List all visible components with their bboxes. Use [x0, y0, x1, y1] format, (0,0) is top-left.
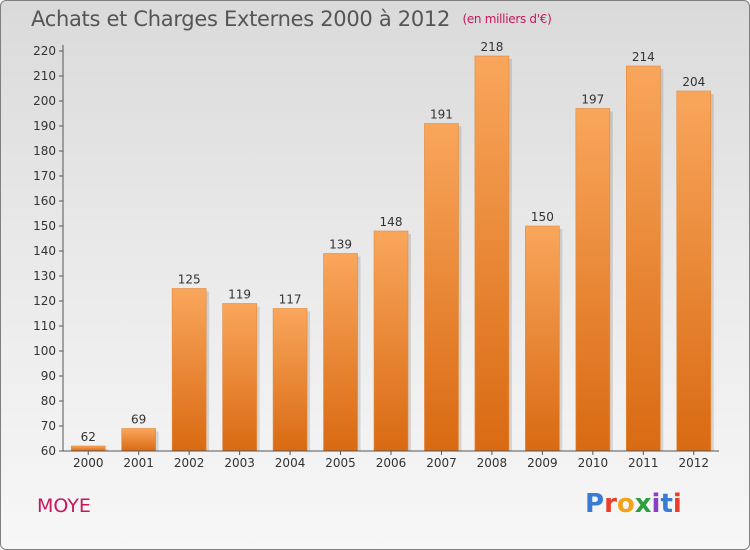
bar-2002 [171, 288, 207, 452]
town-name: MOYE [37, 495, 91, 517]
bar-value-label: 117 [279, 293, 302, 307]
y-tick-label: 170 [33, 169, 56, 183]
x-tick-label: 2000 [73, 456, 104, 470]
y-tick-label: 130 [33, 269, 56, 283]
y-tick-label: 200 [33, 94, 56, 108]
y-tick-label: 100 [33, 344, 56, 358]
y-tick-label: 150 [33, 219, 56, 233]
x-tick-label: 2004 [275, 456, 306, 470]
bar-2009 [525, 225, 560, 452]
y-tick-label: 180 [33, 144, 56, 158]
bar-value-label: 125 [178, 273, 201, 287]
bar-2007 [424, 123, 459, 452]
bar-value-label: 204 [682, 75, 705, 89]
x-tick-label: 2001 [123, 456, 154, 470]
proxiti-logo: Proxiti [585, 489, 682, 519]
bar-value-label: 119 [228, 288, 251, 302]
bar-2011 [626, 65, 661, 452]
bar-value-label: 62 [81, 430, 96, 444]
x-tick-label: 2008 [477, 456, 508, 470]
logo-letter: i [651, 489, 661, 519]
bar-value-label: 139 [329, 238, 352, 252]
bar-2001 [121, 428, 156, 452]
bar-value-label: 214 [632, 50, 655, 64]
y-tick-label: 120 [33, 294, 56, 308]
x-tick-label: 2005 [325, 456, 356, 470]
bar-2005 [323, 253, 358, 452]
y-tick-label: 110 [33, 319, 56, 333]
chart-title: Achats et Charges Externes 2000 à 2012 (… [31, 7, 552, 31]
y-tick-label: 60 [41, 444, 56, 458]
logo-letter: r [604, 489, 617, 519]
bar-2006 [373, 230, 409, 452]
x-tick-label: 2010 [578, 456, 609, 470]
x-tick-label: 2006 [376, 456, 407, 470]
y-tick-label: 220 [33, 44, 56, 58]
x-tick-label: 2007 [426, 456, 457, 470]
logo-letter: x [634, 489, 652, 519]
bar-2004 [272, 308, 308, 452]
x-tick-label: 2003 [224, 456, 255, 470]
bar-value-label: 218 [480, 40, 503, 54]
x-tick-label: 2002 [174, 456, 205, 470]
bar-2012 [676, 90, 712, 452]
chart-title-text: Achats et Charges Externes 2000 à 2012 [31, 7, 451, 31]
logo-letter: t [660, 489, 673, 519]
bar-value-label: 191 [430, 108, 453, 122]
chart-unit: (en milliers d'€) [462, 12, 552, 26]
y-tick-label: 210 [33, 69, 56, 83]
y-tick-label: 190 [33, 119, 56, 133]
bar-2010 [575, 108, 611, 452]
y-tick-label: 70 [41, 419, 56, 433]
bar-value-label: 148 [380, 215, 403, 229]
bar-value-label: 197 [581, 93, 604, 107]
y-tick-label: 140 [33, 244, 56, 258]
bar-2003 [222, 303, 257, 452]
bar-2000 [70, 445, 106, 452]
x-tick-label: 2011 [628, 456, 659, 470]
x-tick-label: 2009 [527, 456, 558, 470]
y-tick-label: 80 [41, 394, 56, 408]
bar-value-label: 150 [531, 210, 554, 224]
logo-letter: P [585, 489, 605, 519]
x-tick-label: 2012 [678, 456, 709, 470]
bar-2008 [474, 55, 510, 452]
y-tick-label: 90 [41, 369, 56, 383]
logo-letter: i [672, 489, 682, 519]
logo-letter: o [616, 489, 635, 519]
y-tick-label: 160 [33, 194, 56, 208]
bar-value-label: 69 [131, 413, 146, 427]
